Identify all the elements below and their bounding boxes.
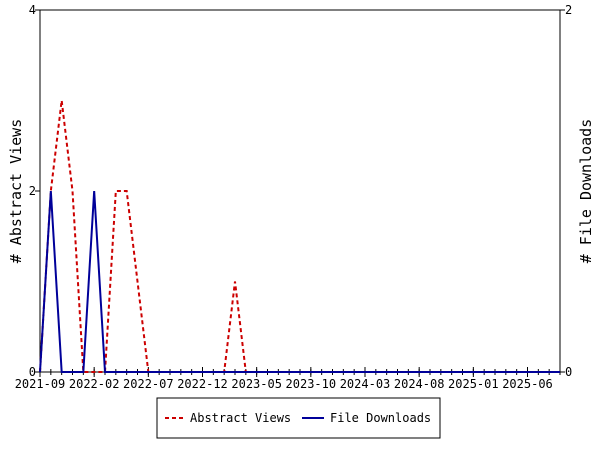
series-line-abstract-views xyxy=(39,100,560,373)
x-tick-label: 2025-01 xyxy=(448,377,499,391)
x-tick-label: 2025-06 xyxy=(502,377,553,391)
y-axis-right-label: # File Downloads xyxy=(577,119,595,264)
legend: Abstract Views File Downloads xyxy=(156,397,441,439)
series-line-file-downloads xyxy=(39,190,560,373)
x-tick-label: 2024-08 xyxy=(394,377,445,391)
x-tick-label: 2021-09 xyxy=(15,377,66,391)
legend-label-file-downloads: File Downloads xyxy=(330,411,431,425)
axes-layer: 2021-09 2022-02 2022-07 2022-12 2023-05 2023-… xyxy=(15,3,573,391)
x-tick-label: 2022-07 xyxy=(123,377,174,391)
x-tick-label: 2024-03 xyxy=(340,377,391,391)
y-left-tick-label: 0 xyxy=(29,365,36,379)
y-right-tick-label: 2 xyxy=(565,3,572,17)
legend-label-abstract-views: Abstract Views xyxy=(190,411,291,425)
y-axis-left-label: # Abstract Views xyxy=(7,119,25,264)
x-tick-label: 2022-12 xyxy=(177,377,228,391)
y-left-tick-label: 2 xyxy=(29,184,36,198)
x-tick-label: 2022-02 xyxy=(69,377,120,391)
legend-box xyxy=(156,397,441,439)
x-tick-label: 2023-10 xyxy=(286,377,337,391)
labels-layer: # Abstract Views # File Downloads xyxy=(7,119,595,264)
y-left-tick-label: 4 xyxy=(29,3,36,17)
x-tick-label: 2023-05 xyxy=(231,377,282,391)
series-layer xyxy=(39,100,560,373)
y-right-tick-label: 0 xyxy=(565,365,572,379)
